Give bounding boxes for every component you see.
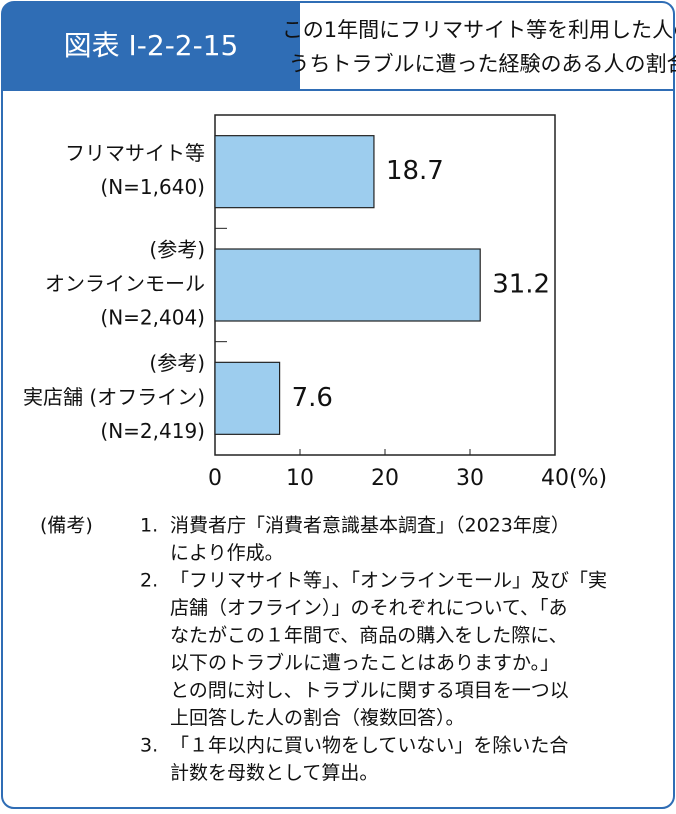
- x-tick-label: 0: [208, 466, 222, 491]
- note-text: 「フリマサイト等」、「オンラインモール」及び「実: [170, 570, 607, 592]
- value-label: 31.2: [492, 270, 550, 300]
- figure-number: 図表 I-2-2-15: [64, 29, 239, 62]
- y-tick-label: (N=2,404): [100, 306, 205, 330]
- note-text: 「１年以内に買い物をしていない」を除いた合: [170, 735, 568, 757]
- y-tick-label: フリマサイト等: [65, 141, 205, 165]
- notes-label: (備考): [40, 515, 93, 537]
- note-number: 2.: [140, 570, 158, 592]
- note-text: により作成。: [170, 542, 284, 564]
- x-unit: (%): [569, 466, 607, 491]
- y-tick-label: (N=2,419): [100, 419, 205, 443]
- value-label: 18.7: [386, 156, 444, 186]
- note-text: なたがこの１年間で、商品の購入をした際に、: [170, 625, 568, 647]
- x-tick-label: 40: [541, 466, 569, 491]
- value-label: 7.6: [292, 383, 333, 413]
- note-text: 以下のトラブルに遭ったことはありますか。」: [170, 651, 559, 674]
- note-text: との問に対し、トラブルに関する項目を一つ以: [170, 679, 569, 702]
- bar: [215, 362, 280, 434]
- x-tick-label: 20: [371, 466, 399, 491]
- note-number: 1.: [140, 515, 158, 537]
- chart-title: うちトラブルに遭った経験のある人の割合: [289, 52, 676, 76]
- note-text: 消費者庁「消費者意識基本調査」（2023年度）: [170, 515, 570, 537]
- x-tick-label: 10: [286, 466, 314, 491]
- note-text: 計数を母数として算出。: [170, 762, 378, 784]
- note-text: 上回答した人の割合（複数回答）。: [170, 707, 465, 729]
- y-tick-label: オンラインモール: [45, 272, 205, 296]
- note-text: 店舗（オフライン）」のそれぞれについて、「あ: [170, 597, 567, 619]
- bar: [215, 136, 374, 208]
- bar: [215, 249, 480, 321]
- x-tick-label: 30: [456, 466, 484, 491]
- y-tick-label: 実店舗 (オフライン): [23, 385, 205, 409]
- y-tick-label: (参考): [149, 351, 205, 375]
- y-tick-label: (N=1,640): [100, 175, 205, 199]
- y-tick-label: (参考): [149, 238, 205, 262]
- note-number: 3.: [140, 735, 158, 757]
- chart-title: この1年間にフリマサイト等を利用した人の: [282, 18, 676, 42]
